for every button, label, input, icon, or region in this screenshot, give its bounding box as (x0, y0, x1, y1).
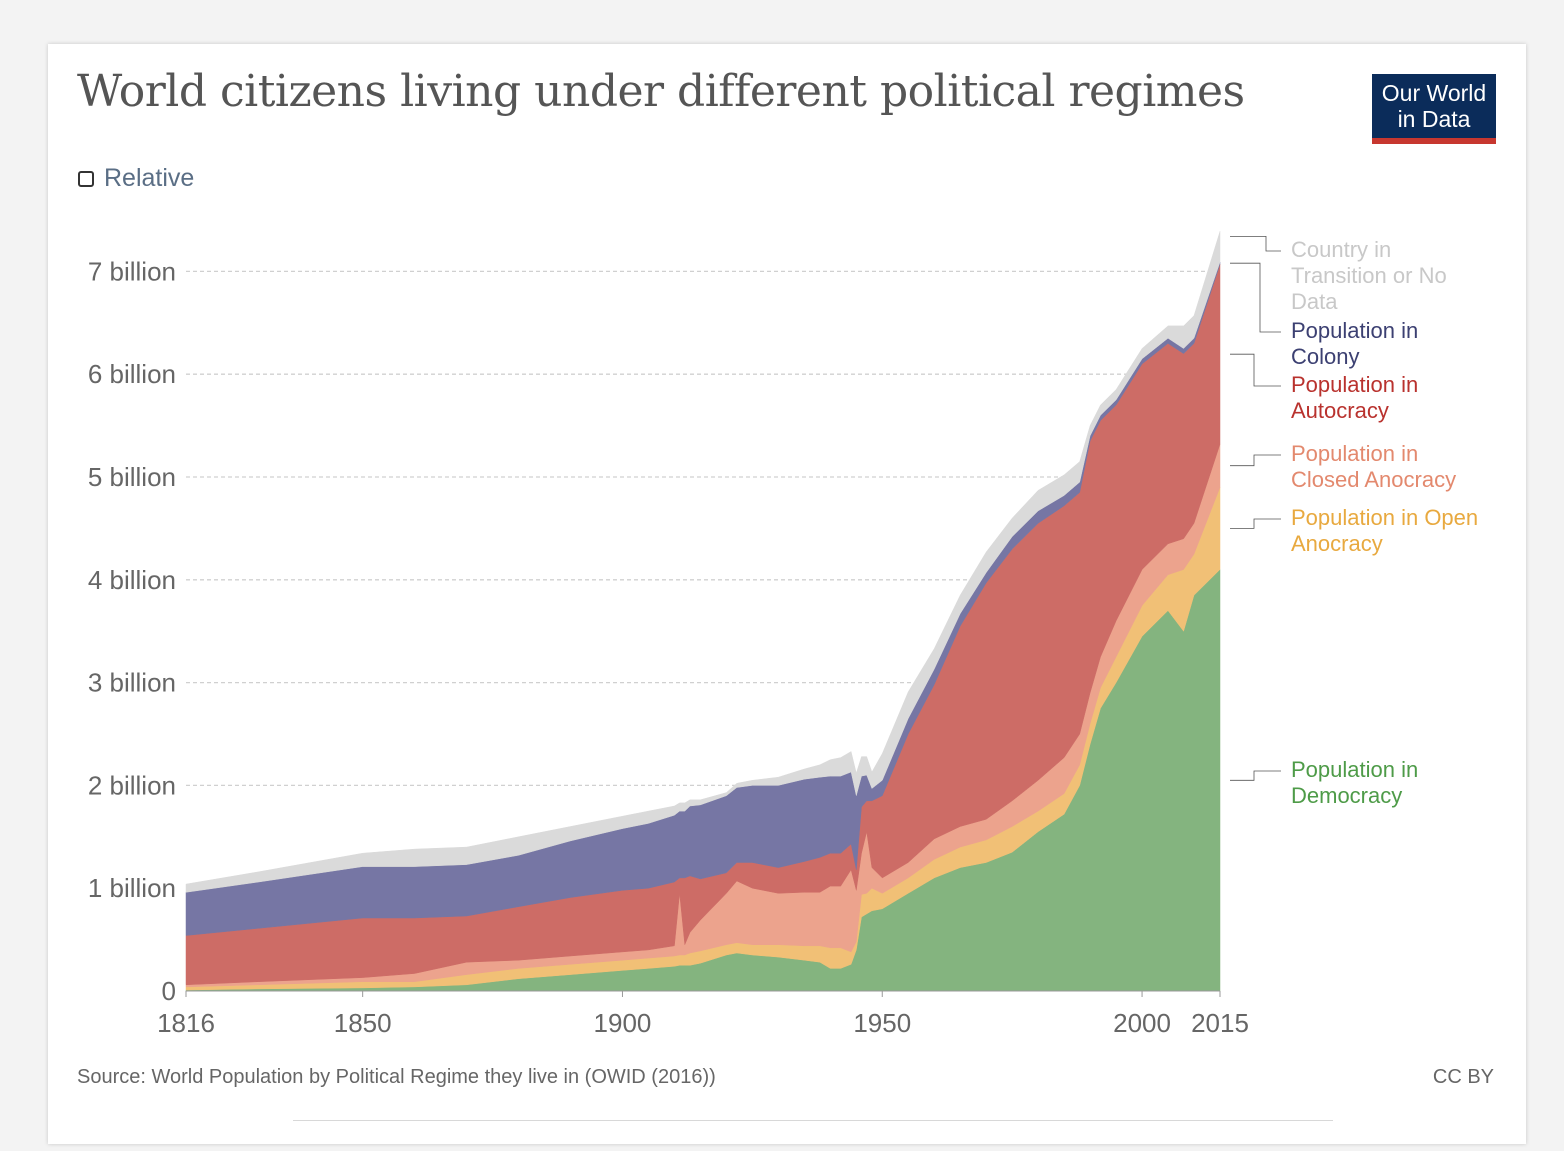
x-tick-label: 1850 (334, 1008, 392, 1038)
y-tick-label: 0 (162, 976, 176, 1006)
legend-label: Population in Open (1291, 505, 1478, 530)
legend-label: Population in (1291, 372, 1418, 397)
legend-label: Population in (1291, 441, 1418, 466)
y-tick-label: 3 billion (88, 668, 176, 698)
relative-toggle[interactable]: Relative (78, 164, 194, 193)
chart-card: World citizens living under different po… (48, 44, 1526, 1144)
y-tick-label: 7 billion (88, 256, 176, 286)
legend-leader-line (1230, 454, 1281, 467)
area-series (185, 231, 1221, 992)
legend-leader-line (1230, 262, 1281, 333)
license-link[interactable]: CC BY (1432, 1066, 1494, 1088)
y-tick-label: 1 billion (88, 873, 176, 903)
legend-leader-line (1230, 770, 1281, 781)
x-tick-label: 1816 (157, 1008, 215, 1038)
stacked-area-chart: 1816 1850 1900 1950 2000 2015 0 1 billion 2 bil… (88, 231, 1478, 1038)
legend-leader-line (1230, 353, 1281, 387)
logo-line-2: in Data (1397, 106, 1471, 132)
y-tick-label: 4 billion (88, 565, 176, 595)
y-tick-label: 5 billion (88, 462, 176, 492)
area-country-in-transition-or-no-data (185, 231, 1221, 893)
owid-logo[interactable]: Our World in Data (1372, 74, 1496, 144)
legend-label: Colony (1291, 344, 1359, 369)
chart-title: World citizens living under different po… (77, 66, 1245, 117)
x-tick-label: 2000 (1113, 1008, 1171, 1038)
tab-bar (293, 1120, 1333, 1151)
relative-label: Relative (104, 164, 195, 192)
legend-label: Anocracy (1291, 531, 1383, 556)
legend-label: Closed Anocracy (1291, 467, 1456, 492)
legend-label: Population in (1291, 318, 1418, 343)
relative-checkbox[interactable] (78, 170, 94, 187)
x-axis: 1816 1850 1900 1950 2000 2015 (157, 990, 1249, 1038)
source-note: Source: World Population by Political Re… (77, 1066, 716, 1088)
x-tick-label: 1950 (853, 1008, 911, 1038)
y-tick-label: 6 billion (88, 359, 176, 389)
legend-label: Population in (1291, 757, 1418, 782)
y-axis: 0 1 billion 2 billion 3 billion 4 billion 5 b… (88, 256, 176, 1006)
x-tick-label: 2015 (1191, 1008, 1249, 1038)
legend-label: Autocracy (1291, 398, 1389, 423)
logo-line-1: Our World (1381, 80, 1487, 106)
legend-leader-line (1230, 518, 1281, 529)
legend-label: Transition or No (1291, 263, 1447, 288)
legend-label: Country in (1291, 237, 1391, 262)
legend-label: Data (1291, 289, 1338, 314)
legend-leader-line (1230, 236, 1281, 252)
x-tick-label: 1900 (594, 1008, 652, 1038)
y-tick-label: 2 billion (88, 770, 176, 800)
legend-label: Democracy (1291, 783, 1402, 808)
